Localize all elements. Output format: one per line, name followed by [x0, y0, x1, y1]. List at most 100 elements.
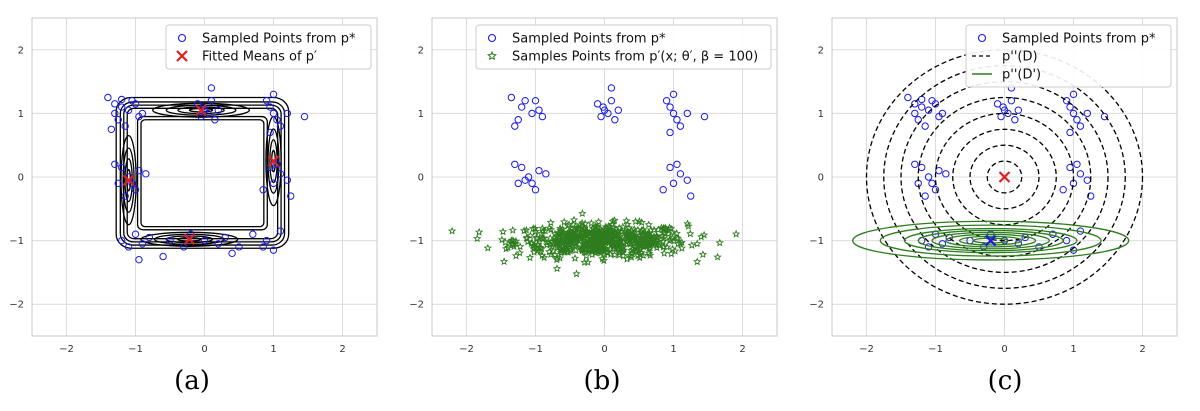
sampled-point	[145, 233, 154, 242]
sampled-point	[1083, 109, 1092, 118]
sampled-point	[528, 179, 536, 188]
sampled-point	[269, 109, 278, 118]
y-tick-label: 2	[418, 45, 424, 56]
contour-peak	[267, 128, 280, 194]
sampled-point	[124, 243, 133, 251]
green-star-point	[560, 231, 569, 240]
contour-band	[136, 115, 268, 231]
pD-contour	[986, 160, 1023, 194]
sampled-point	[662, 96, 671, 105]
sampled-point	[607, 84, 616, 92]
sampled-point	[514, 116, 522, 124]
sampled-point	[124, 106, 133, 114]
sampled-point	[659, 186, 667, 194]
legend: Sampled Points from p* p''(D) p''(D')	[965, 24, 1172, 88]
legend-box	[965, 24, 1172, 88]
sampled-point	[199, 103, 207, 111]
sampled-point	[1100, 112, 1109, 121]
green-star-point	[597, 230, 606, 239]
axes-frame	[31, 17, 378, 337]
sampled-point	[938, 240, 947, 248]
y-tick-label: 2	[818, 45, 824, 56]
green-star-point	[693, 257, 702, 266]
x-tick-label: −2	[459, 344, 474, 355]
green-star-point	[653, 225, 663, 234]
mean-x-marker	[183, 233, 196, 246]
green-star-point	[552, 255, 562, 264]
green-star-point	[635, 231, 644, 239]
sampled-point	[221, 233, 229, 242]
sampled-point	[235, 243, 243, 251]
green-star-point	[625, 233, 634, 242]
x-tick-label: −1	[128, 344, 143, 355]
sampled-point	[1066, 128, 1074, 137]
green-star-point	[644, 249, 654, 257]
green-star-point	[501, 244, 511, 253]
sampled-point	[700, 112, 709, 121]
x-tick-label: 2	[339, 344, 345, 355]
pD-contour	[934, 112, 1075, 242]
sampled-point	[128, 179, 136, 188]
green-star-point	[483, 243, 492, 252]
sampled-point	[511, 122, 519, 130]
sampled-point	[276, 122, 285, 130]
contour-band	[126, 107, 279, 240]
x-tick-label: 2	[1139, 344, 1145, 355]
green-star-point	[529, 244, 538, 253]
sampled-point	[1066, 103, 1074, 111]
sampled-point	[942, 170, 950, 178]
green-star-point	[599, 234, 609, 243]
green-star-point	[541, 226, 550, 235]
green-star-point	[580, 258, 589, 266]
green-star-point	[643, 239, 653, 248]
green-star-point	[515, 242, 525, 251]
green-star-point	[556, 226, 565, 235]
green-star-point	[552, 235, 561, 243]
green-star-point	[637, 225, 647, 234]
sampled-point	[214, 240, 223, 248]
y-tick-label: −2	[409, 300, 424, 311]
green-star-point	[581, 238, 591, 247]
caption-b: (b)	[583, 366, 621, 396]
y-tick-label: −1	[409, 236, 424, 247]
green-star-point	[609, 234, 618, 243]
x-tick-label: 1	[270, 344, 276, 355]
contour-peak	[120, 135, 137, 226]
green-star-point	[576, 220, 585, 229]
caption-c: (c)	[987, 366, 1023, 396]
green-star-point	[546, 218, 555, 227]
pDprime-contour	[917, 229, 1064, 252]
green-star-point	[609, 240, 618, 249]
green-star-point	[538, 226, 548, 235]
green-star-point	[447, 226, 457, 235]
green-star-point	[659, 234, 668, 242]
green-star-point	[687, 240, 696, 249]
sampled-point	[121, 122, 129, 130]
green-star-point	[570, 235, 579, 244]
green-star-point	[571, 229, 581, 238]
sampled-point	[211, 116, 219, 124]
sampled-point	[669, 109, 678, 118]
sampled-point	[911, 160, 919, 168]
green-star-point	[474, 227, 484, 236]
green-star-point	[592, 234, 601, 243]
sampled-point	[1069, 109, 1078, 118]
green-star-point	[627, 246, 636, 255]
green-star-point	[618, 222, 627, 231]
green-star-point	[659, 242, 669, 251]
green-star-point	[664, 229, 673, 238]
sampled-point	[531, 96, 540, 105]
sampled-point	[676, 170, 685, 178]
y-tick-label: 1	[418, 109, 424, 120]
green-star-point	[572, 269, 581, 278]
sampled-point	[593, 100, 602, 108]
green-star-point	[555, 253, 564, 262]
green-star-point	[545, 223, 554, 232]
sampled-point	[683, 176, 691, 184]
sampled-point	[266, 128, 274, 137]
sampled-point	[131, 230, 140, 238]
green-star-point	[668, 227, 677, 236]
y-tick-label: 1	[818, 109, 824, 120]
contour-peak	[165, 235, 214, 244]
